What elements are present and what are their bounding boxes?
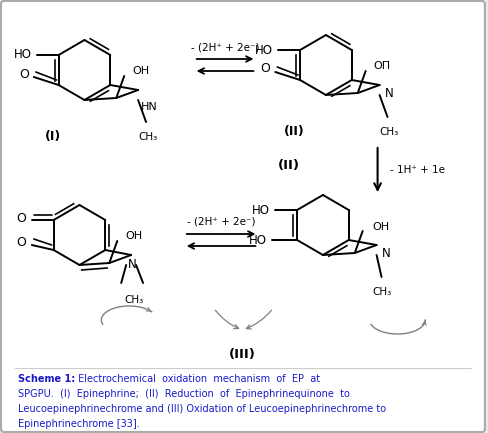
Text: N: N bbox=[127, 258, 136, 271]
Text: OH: OH bbox=[132, 66, 149, 76]
Text: CH₃: CH₃ bbox=[379, 127, 398, 137]
Text: HN: HN bbox=[141, 102, 158, 112]
Text: HO: HO bbox=[252, 204, 270, 216]
Text: O: O bbox=[260, 62, 270, 75]
Text: O: O bbox=[19, 68, 29, 81]
Text: Electrochemical  oxidation  mechanism  of  EP  at: Electrochemical oxidation mechanism of E… bbox=[74, 374, 319, 384]
Text: HO: HO bbox=[249, 233, 267, 246]
Text: - 1H⁺ + 1e: - 1H⁺ + 1e bbox=[389, 165, 444, 175]
Text: OH: OH bbox=[125, 231, 142, 241]
Text: HO: HO bbox=[255, 43, 273, 56]
Text: (II): (II) bbox=[278, 158, 300, 171]
Text: O: O bbox=[16, 236, 26, 249]
Text: N: N bbox=[384, 87, 392, 100]
Text: - (2H⁺ + 2e⁻): - (2H⁺ + 2e⁻) bbox=[190, 42, 259, 52]
Text: (I): (I) bbox=[44, 130, 61, 143]
Text: OH: OH bbox=[372, 222, 389, 232]
Text: SPGPU.  (I)  Epinephrine;  (II)  Reduction  of  Epinephrinequinone  to: SPGPU. (I) Epinephrine; (II) Reduction o… bbox=[18, 389, 349, 399]
Text: CH₃: CH₃ bbox=[138, 132, 157, 142]
Text: Epinephrinechrome [33].: Epinephrinechrome [33]. bbox=[18, 419, 140, 429]
Text: (III): (III) bbox=[228, 348, 255, 361]
Text: - (2H⁺ + 2e⁻): - (2H⁺ + 2e⁻) bbox=[186, 217, 255, 227]
Text: (II): (II) bbox=[283, 125, 304, 138]
Text: CH₃: CH₃ bbox=[371, 287, 390, 297]
Text: OП: OП bbox=[373, 61, 390, 71]
Text: Scheme 1:: Scheme 1: bbox=[18, 374, 75, 384]
Text: O: O bbox=[16, 211, 26, 224]
Text: Leucoepinephrinechrome and (III) Oxidation of Leucoepinephrinechrome to: Leucoepinephrinechrome and (III) Oxidati… bbox=[18, 404, 385, 414]
Text: N: N bbox=[381, 247, 389, 260]
Text: HO: HO bbox=[14, 48, 32, 61]
Text: CH₃: CH₃ bbox=[124, 295, 143, 305]
